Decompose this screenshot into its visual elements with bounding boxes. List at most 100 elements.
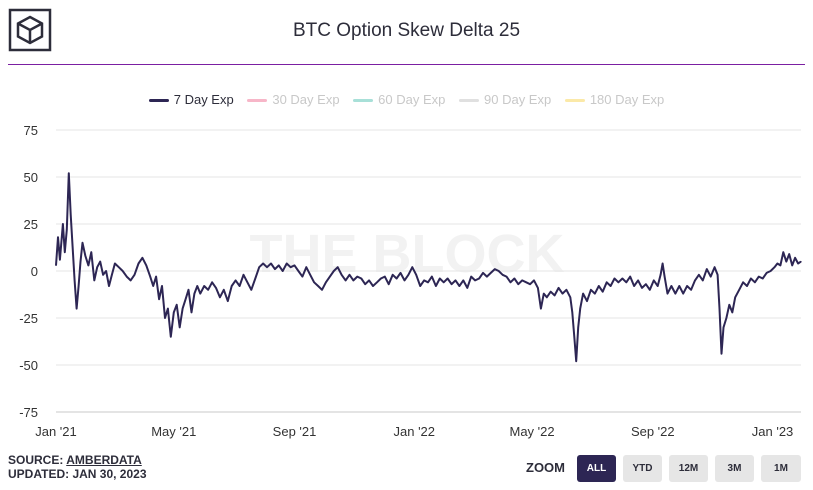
data-point — [66, 229, 68, 231]
data-point — [776, 262, 779, 265]
data-point — [502, 274, 504, 276]
data-point — [517, 283, 519, 285]
data-point — [686, 285, 688, 287]
data-point — [105, 270, 107, 272]
data-point — [176, 304, 178, 306]
data-point — [717, 274, 719, 276]
data-point — [79, 261, 82, 263]
legend-swatch — [459, 99, 479, 103]
data-point — [130, 279, 132, 281]
zoom-ytd-button[interactable]: YTD — [623, 455, 662, 482]
data-point — [282, 270, 284, 272]
legend-label: 90 Day Exp — [484, 92, 552, 107]
data-point — [158, 298, 160, 300]
legend-item-90-day-exp[interactable]: 90 Day Exp — [459, 92, 551, 107]
legend-label: 30 Day Exp — [272, 92, 340, 107]
series-line-7-day-exp — [55, 172, 802, 363]
data-point — [87, 264, 89, 266]
legend-item-180-day-exp[interactable]: 180 Day Exp — [564, 92, 665, 107]
data-point — [423, 279, 425, 281]
data-point — [710, 276, 712, 278]
data-point — [785, 261, 787, 263]
data-point — [664, 276, 666, 278]
data-point — [666, 293, 669, 295]
data-point — [111, 274, 113, 276]
data-point — [137, 262, 140, 265]
data-point — [149, 276, 151, 278]
data-point — [321, 289, 323, 291]
data-point — [505, 276, 508, 278]
data-point — [706, 268, 708, 270]
data-point — [278, 264, 280, 266]
data-point — [657, 285, 659, 287]
zoom-1m-button[interactable]: 1M — [761, 455, 801, 482]
data-point — [678, 285, 680, 287]
data-point — [625, 281, 627, 283]
legend-item-7-day-exp[interactable]: 7 Day Exp — [148, 92, 234, 107]
data-point — [76, 308, 78, 310]
data-point — [594, 293, 596, 295]
data-point — [720, 353, 723, 355]
data-point — [64, 251, 66, 253]
data-point — [746, 285, 748, 287]
legend-item-30-day-exp[interactable]: 30 Day Exp — [247, 92, 340, 107]
data-point — [74, 279, 76, 281]
data-point — [617, 281, 620, 283]
data-point — [610, 285, 612, 287]
legend-label: 180 Day Exp — [589, 92, 665, 107]
data-point — [521, 279, 523, 281]
data-point — [155, 276, 157, 278]
data-point — [329, 276, 331, 278]
data-point — [62, 223, 64, 225]
data-point — [266, 266, 268, 268]
data-point — [262, 262, 264, 265]
watermark: THE BLOCK — [250, 224, 565, 284]
data-point — [482, 272, 484, 274]
data-point — [126, 276, 128, 278]
data-point — [694, 279, 696, 281]
data-point — [702, 279, 704, 281]
y-tick-label: -50 — [19, 358, 38, 373]
data-point — [606, 281, 608, 283]
data-point — [211, 281, 213, 283]
data-point — [529, 283, 531, 285]
data-point — [750, 277, 752, 280]
data-point — [662, 262, 664, 265]
zoom-all-button[interactable]: ALL — [577, 455, 616, 482]
data-point — [734, 296, 736, 298]
data-point — [90, 251, 92, 253]
x-tick-label: Sep '22 — [631, 424, 675, 439]
legend-item-60-day-exp[interactable]: 60 Day Exp — [353, 92, 445, 107]
data-point — [766, 272, 768, 274]
data-point — [800, 261, 802, 263]
data-point — [309, 274, 311, 276]
y-tick-label: -75 — [19, 405, 38, 420]
data-point — [550, 291, 552, 293]
data-point — [270, 262, 272, 265]
source-link[interactable]: AMBERDATA — [66, 453, 142, 467]
data-point — [380, 277, 382, 280]
data-point — [242, 274, 245, 276]
data-point — [239, 285, 241, 287]
data-point — [356, 276, 358, 278]
data-point — [376, 281, 378, 283]
zoom-12m-button[interactable]: 12M — [669, 455, 708, 482]
gridlines — [56, 129, 801, 413]
x-axis: Jan '21 May '21 Sep '21 Jan '22 May '22 Sep '… — [35, 411, 801, 439]
data-point — [185, 298, 187, 300]
data-point — [451, 283, 453, 285]
data-point — [108, 285, 110, 287]
data-point — [250, 289, 252, 291]
data-point — [333, 270, 335, 272]
data-point — [301, 276, 303, 278]
data-point — [399, 272, 402, 274]
zoom-3m-button[interactable]: 3M — [715, 455, 754, 482]
data-point — [754, 281, 756, 283]
data-point — [791, 264, 793, 266]
data-point — [718, 308, 721, 310]
data-point — [447, 277, 449, 280]
data-point — [758, 276, 760, 278]
the-block-logo — [8, 8, 52, 52]
data-point — [167, 308, 169, 310]
x-tick-label: Jan '23 — [752, 424, 794, 439]
